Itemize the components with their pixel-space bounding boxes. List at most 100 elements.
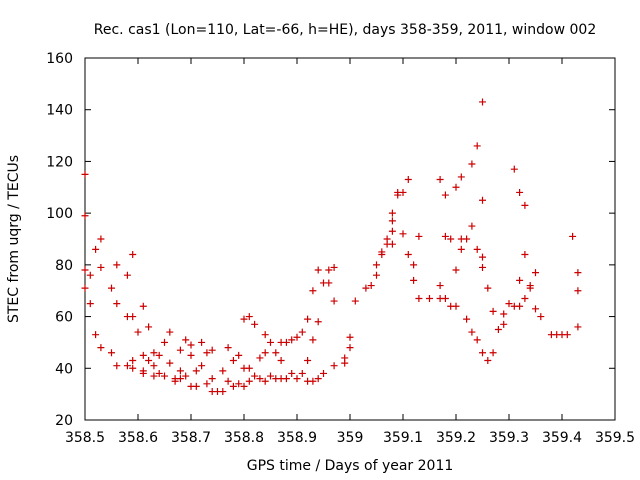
data-point bbox=[309, 287, 317, 295]
data-point bbox=[468, 222, 476, 230]
data-point bbox=[113, 362, 121, 370]
data-point bbox=[404, 176, 412, 184]
data-point bbox=[484, 284, 492, 292]
data-point bbox=[473, 245, 481, 253]
data-point bbox=[468, 328, 476, 336]
data-point bbox=[224, 344, 232, 352]
data-point bbox=[399, 230, 407, 238]
data-point bbox=[479, 349, 486, 357]
data-point bbox=[373, 261, 380, 269]
data-point bbox=[229, 382, 237, 390]
data-point bbox=[161, 372, 168, 380]
data-point bbox=[203, 380, 211, 388]
data-point bbox=[176, 346, 184, 354]
data-point bbox=[282, 338, 290, 346]
data-point bbox=[235, 351, 243, 359]
data-point bbox=[155, 369, 163, 377]
data-point bbox=[441, 232, 449, 240]
data-point bbox=[123, 271, 131, 279]
data-point bbox=[251, 372, 259, 380]
data-point bbox=[81, 266, 89, 274]
data-point bbox=[378, 248, 386, 256]
data-point bbox=[399, 188, 407, 196]
data-point bbox=[145, 323, 153, 331]
data-point bbox=[288, 369, 296, 377]
data-point bbox=[129, 313, 137, 321]
data-point bbox=[526, 282, 534, 290]
data-point bbox=[261, 349, 269, 357]
data-point bbox=[388, 209, 396, 217]
data-point bbox=[293, 333, 301, 341]
data-point bbox=[330, 362, 338, 370]
data-point bbox=[129, 251, 137, 259]
data-point bbox=[92, 245, 100, 253]
data-point bbox=[203, 349, 211, 357]
data-point bbox=[314, 375, 322, 383]
data-point bbox=[261, 377, 269, 385]
y-tick-label: 20 bbox=[55, 413, 73, 429]
data-point bbox=[494, 326, 502, 333]
data-point bbox=[314, 318, 322, 326]
data-point bbox=[388, 240, 396, 248]
data-point bbox=[516, 302, 524, 310]
data-point bbox=[192, 382, 200, 390]
data-points bbox=[81, 98, 582, 396]
data-point bbox=[325, 266, 333, 274]
y-tick-label: 160 bbox=[46, 51, 73, 67]
y-tick-label: 40 bbox=[55, 361, 73, 377]
x-tick-label: 358.7 bbox=[171, 430, 211, 446]
data-point bbox=[521, 294, 529, 302]
data-point bbox=[240, 315, 248, 323]
data-point bbox=[304, 357, 312, 365]
y-tick-label: 140 bbox=[46, 103, 73, 119]
data-point bbox=[330, 297, 338, 305]
data-point bbox=[150, 349, 158, 357]
data-point bbox=[574, 323, 582, 331]
data-point bbox=[166, 328, 174, 336]
data-point bbox=[309, 336, 317, 344]
x-tick-label: 359 bbox=[337, 430, 364, 446]
data-point bbox=[532, 305, 539, 313]
data-point bbox=[452, 266, 460, 274]
data-point bbox=[436, 176, 444, 184]
data-point bbox=[92, 331, 100, 339]
data-point bbox=[574, 287, 582, 295]
data-point bbox=[123, 362, 131, 370]
data-point bbox=[569, 232, 577, 240]
data-point bbox=[108, 284, 115, 292]
x-tick-label: 359.3 bbox=[489, 430, 529, 446]
x-tick-label: 359.4 bbox=[542, 430, 582, 446]
data-point bbox=[479, 263, 486, 271]
data-point bbox=[267, 372, 274, 380]
data-point bbox=[293, 375, 301, 383]
data-point bbox=[251, 320, 259, 328]
data-point bbox=[463, 235, 471, 243]
data-point bbox=[86, 271, 94, 279]
data-point bbox=[97, 235, 105, 243]
data-point bbox=[224, 377, 232, 385]
data-point bbox=[272, 349, 280, 357]
data-point bbox=[500, 310, 508, 318]
data-point bbox=[473, 142, 481, 150]
data-point bbox=[441, 191, 449, 199]
data-point bbox=[452, 302, 460, 310]
data-point bbox=[505, 300, 513, 308]
data-point bbox=[367, 282, 375, 290]
data-point bbox=[86, 300, 94, 308]
data-point bbox=[267, 338, 274, 346]
data-point bbox=[277, 357, 285, 365]
data-point bbox=[468, 160, 476, 168]
data-point bbox=[129, 357, 137, 365]
y-axis-label: STEC from uqrg / TECUs bbox=[6, 155, 22, 323]
data-point bbox=[182, 372, 190, 380]
data-point bbox=[208, 346, 216, 354]
data-point bbox=[245, 313, 253, 321]
data-point bbox=[388, 217, 396, 225]
data-point bbox=[373, 271, 380, 279]
data-point bbox=[426, 294, 433, 302]
data-point bbox=[182, 336, 190, 344]
data-point bbox=[479, 98, 486, 106]
data-point bbox=[330, 263, 338, 271]
data-point bbox=[415, 232, 423, 240]
